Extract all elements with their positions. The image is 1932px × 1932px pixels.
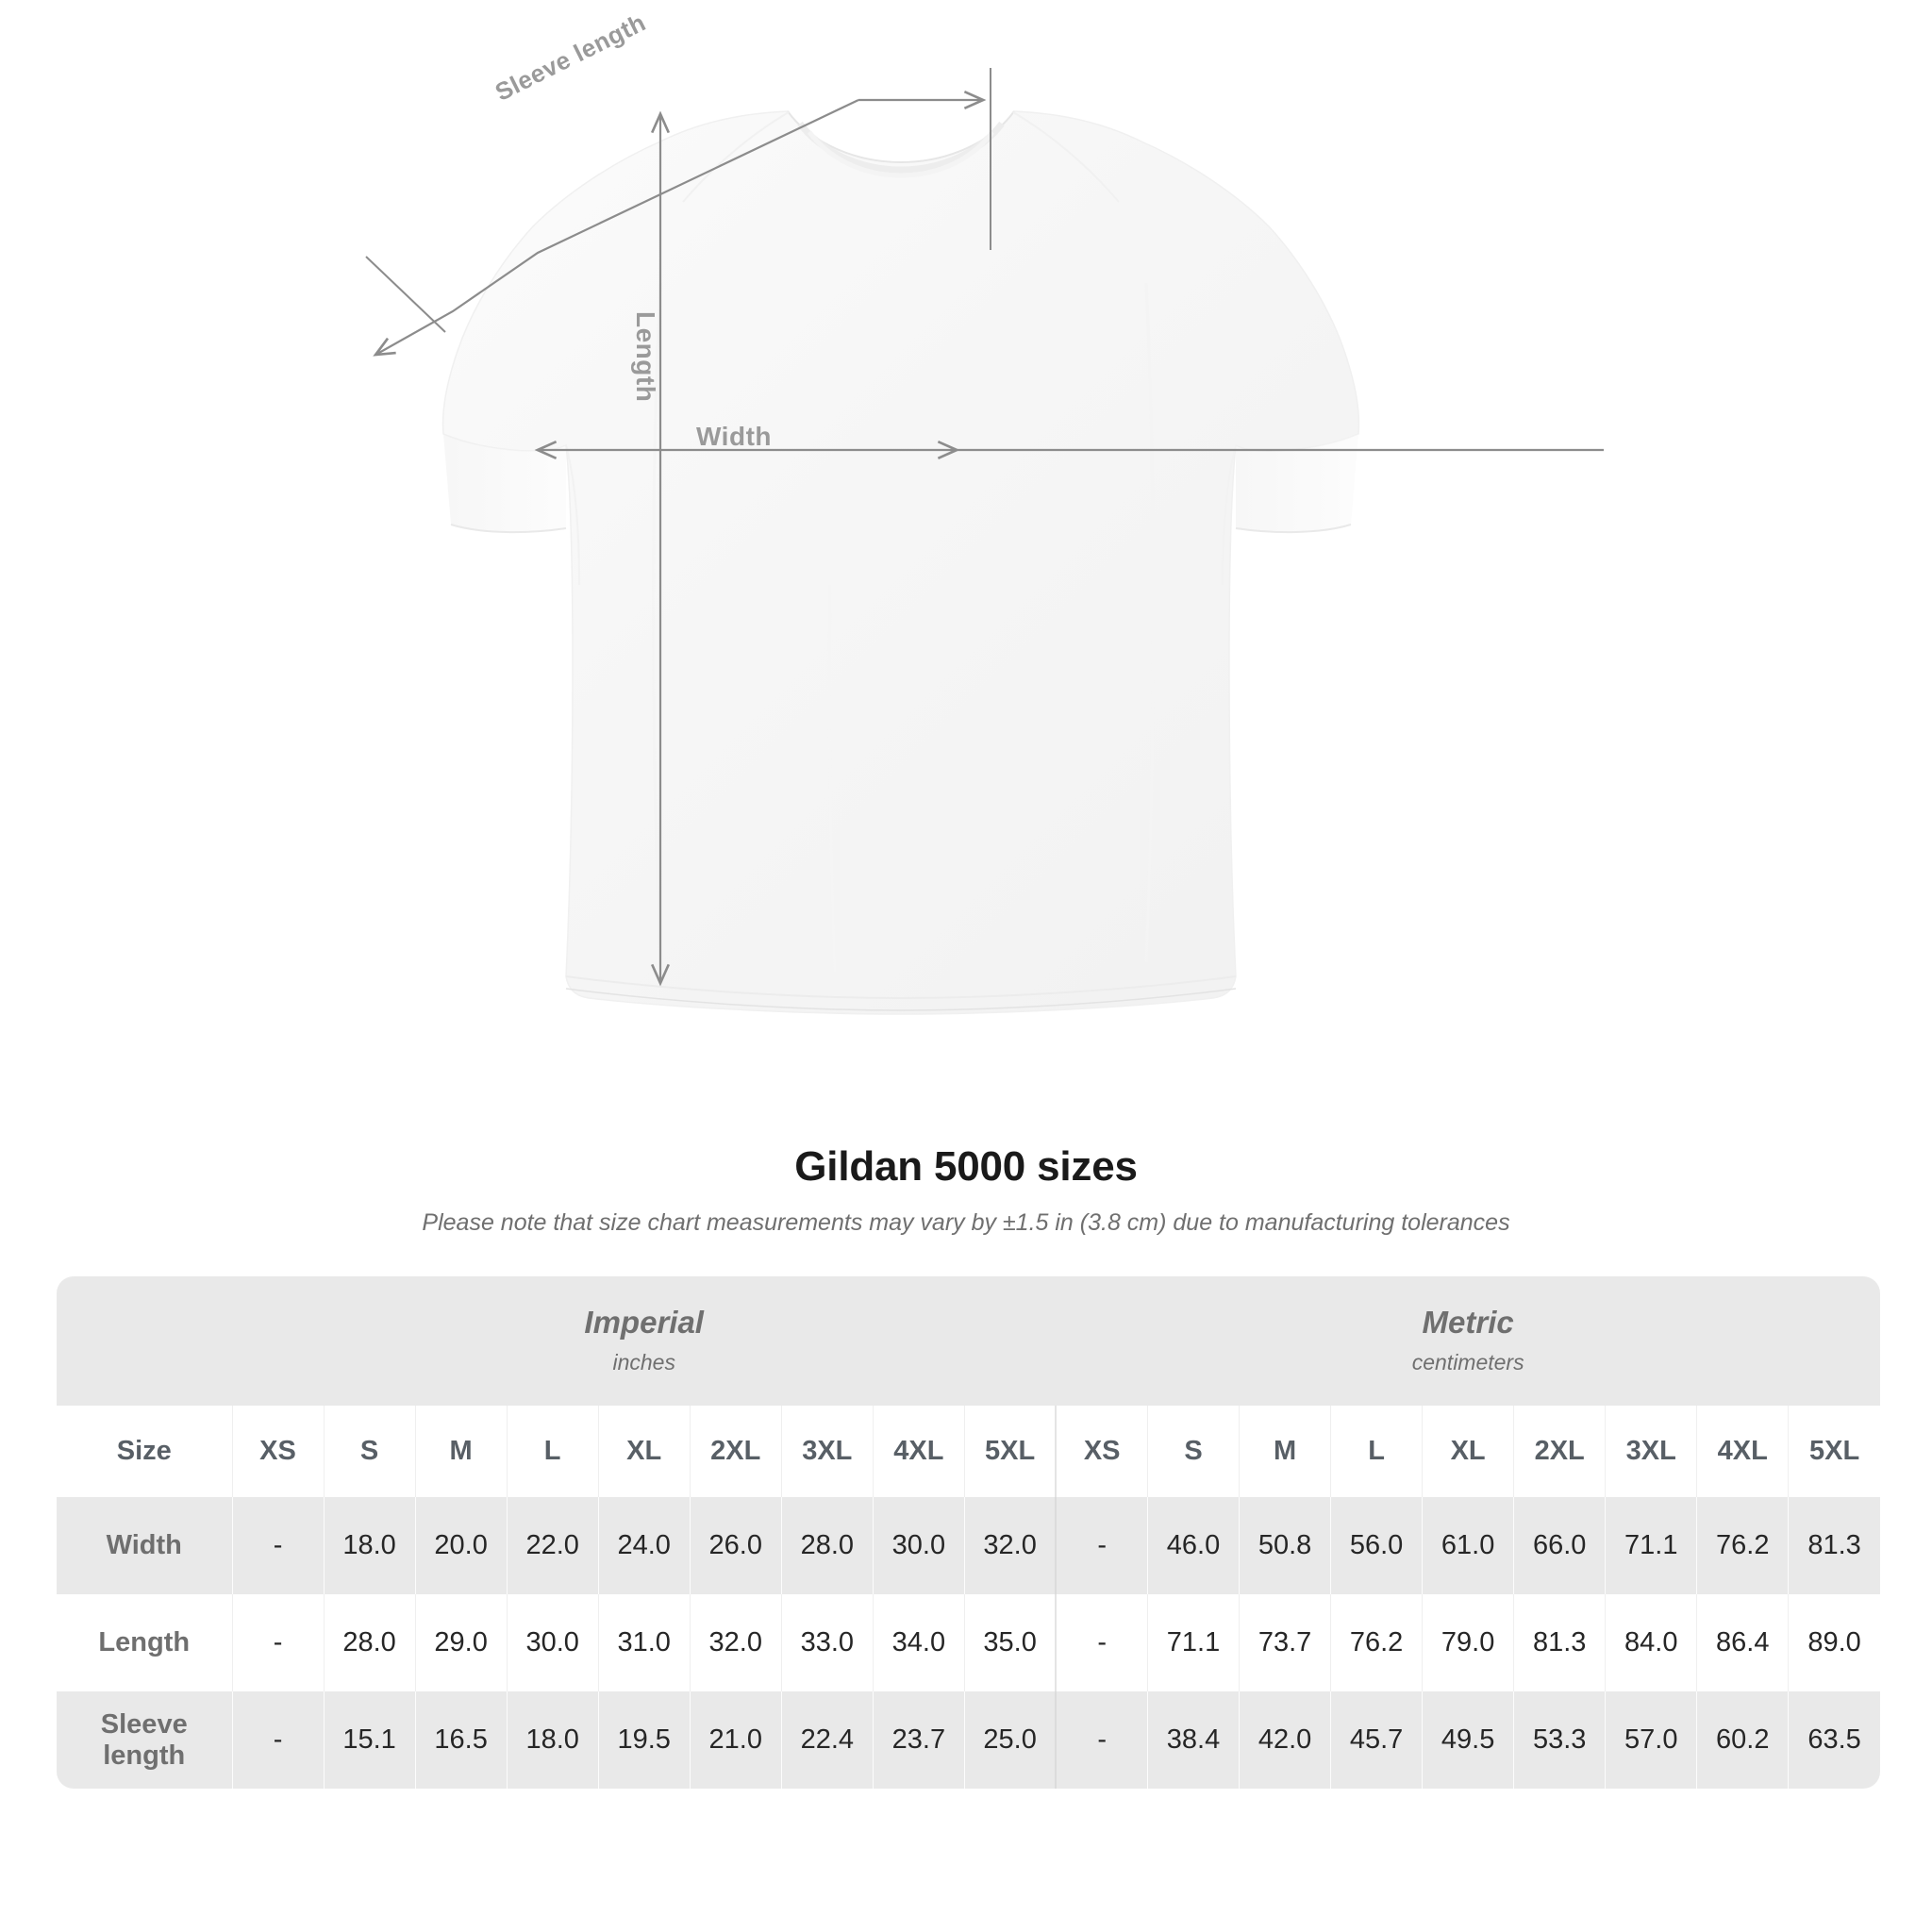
cell-length-s-metric: 71.1 xyxy=(1146,1594,1240,1691)
length-dimension-label: Length xyxy=(631,311,660,403)
column-header-size-5xl-imperial: 5XL xyxy=(963,1406,1057,1497)
dimension-lines xyxy=(365,68,1604,987)
column-header-size-m-imperial: M xyxy=(414,1406,508,1497)
cell-sleeve-length-xl-imperial: 19.5 xyxy=(597,1691,691,1789)
cell-length-2xl-imperial: 32.0 xyxy=(689,1594,782,1691)
cell-length-m-metric: 73.7 xyxy=(1239,1594,1331,1691)
cell-length-2xl-metric: 81.3 xyxy=(1513,1594,1606,1691)
row-label-length: Length xyxy=(57,1594,232,1691)
column-header-size-4xl-metric: 4XL xyxy=(1696,1406,1789,1497)
page-subtitle: Please note that size chart measurements… xyxy=(422,1209,1510,1236)
row-label-width: Width xyxy=(57,1497,232,1594)
cell-length-5xl-metric: 89.0 xyxy=(1788,1594,1880,1691)
size-chart-table: Imperial inches Metric centimeters Size XS S M L… xyxy=(57,1276,1880,1789)
cell-length-xl-metric: 79.0 xyxy=(1422,1594,1514,1691)
cell-sleeve-length-5xl-metric: 63.5 xyxy=(1788,1691,1880,1789)
cell-sleeve-length-xl-metric: 49.5 xyxy=(1422,1691,1514,1789)
column-header-size-2xl-metric: 2XL xyxy=(1513,1406,1606,1497)
cell-sleeve-length-4xl-imperial: 23.7 xyxy=(872,1691,965,1789)
column-header-size-s-imperial: S xyxy=(323,1406,416,1497)
page-title: Gildan 5000 sizes xyxy=(794,1143,1138,1190)
cell-width-2xl-imperial: 26.0 xyxy=(689,1497,782,1594)
column-header-size-xl-imperial: XL xyxy=(597,1406,691,1497)
cell-length-l-imperial: 30.0 xyxy=(506,1594,599,1691)
unit-system-metric: Metric centimeters xyxy=(1056,1276,1880,1406)
cell-width-4xl-metric: 76.2 xyxy=(1696,1497,1789,1594)
column-header-size-l-imperial: L xyxy=(506,1406,599,1497)
cell-sleeve-length-m-imperial: 16.5 xyxy=(414,1691,508,1789)
cell-width-m-imperial: 20.0 xyxy=(414,1497,508,1594)
cell-length-3xl-metric: 84.0 xyxy=(1605,1594,1697,1691)
cell-width-5xl-imperial: 32.0 xyxy=(963,1497,1057,1594)
width-dimension-label: Width xyxy=(696,422,772,451)
unit-system-imperial: Imperial inches xyxy=(232,1276,1057,1406)
cell-length-l-metric: 76.2 xyxy=(1330,1594,1423,1691)
column-header-size-3xl-imperial: 3XL xyxy=(780,1406,874,1497)
cell-sleeve-length-4xl-metric: 60.2 xyxy=(1696,1691,1789,1789)
cell-length-s-imperial: 28.0 xyxy=(323,1594,416,1691)
size-chart-table-wrapper: Imperial inches Metric centimeters Size XS S M L… xyxy=(57,1276,1880,1789)
cell-sleeve-length-5xl-imperial: 25.0 xyxy=(963,1691,1057,1789)
column-header-size-m-metric: M xyxy=(1239,1406,1331,1497)
unit-system-unit: inches xyxy=(612,1349,675,1374)
cell-width-l-imperial: 22.0 xyxy=(506,1497,599,1594)
cell-length-5xl-imperial: 35.0 xyxy=(963,1594,1057,1691)
cell-width-s-metric: 46.0 xyxy=(1146,1497,1240,1594)
tshirt-illustration: Sleeve length Length Width xyxy=(365,8,1604,1015)
unit-system-unit: centimeters xyxy=(1411,1349,1524,1374)
cell-length-xs-imperial: - xyxy=(231,1594,325,1691)
table-row: Width -18.0 20.0 22.0 24.0 26.0 28.0 30.0 32.0-4… xyxy=(57,1497,1880,1594)
row-label-sleeve-length: Sleeve length xyxy=(57,1691,232,1789)
column-header-size: Size xyxy=(57,1406,232,1497)
cell-sleeve-length-xs-metric: - xyxy=(1055,1691,1148,1789)
column-header-size-xl-metric: XL xyxy=(1422,1406,1514,1497)
cell-length-4xl-imperial: 34.0 xyxy=(872,1594,965,1691)
cell-sleeve-length-2xl-imperial: 21.0 xyxy=(689,1691,782,1789)
column-header-size-4xl-imperial: 4XL xyxy=(872,1406,965,1497)
cell-length-4xl-metric: 86.4 xyxy=(1696,1594,1789,1691)
cell-sleeve-length-m-metric: 42.0 xyxy=(1239,1691,1331,1789)
cell-width-5xl-metric: 81.3 xyxy=(1788,1497,1880,1594)
cell-sleeve-length-3xl-metric: 57.0 xyxy=(1605,1691,1697,1789)
cell-length-m-imperial: 29.0 xyxy=(414,1594,508,1691)
cell-length-xl-imperial: 31.0 xyxy=(597,1594,691,1691)
cell-width-s-imperial: 18.0 xyxy=(323,1497,416,1594)
cell-width-xl-imperial: 24.0 xyxy=(597,1497,691,1594)
column-header-size-s-metric: S xyxy=(1146,1406,1240,1497)
column-header-size-xs-imperial: XS xyxy=(231,1406,325,1497)
column-header-size-xs-metric: XS xyxy=(1055,1406,1148,1497)
cell-sleeve-length-3xl-imperial: 22.4 xyxy=(780,1691,874,1789)
cell-length-3xl-imperial: 33.0 xyxy=(780,1594,874,1691)
cell-width-l-metric: 56.0 xyxy=(1330,1497,1423,1594)
table-row: Sleeve length -15.1 16.5 18.0 19.5 21.0 22.4 23… xyxy=(57,1691,1880,1789)
cell-width-xs-imperial: - xyxy=(231,1497,325,1594)
cell-sleeve-length-s-metric: 38.4 xyxy=(1146,1691,1240,1789)
column-header-size-5xl-metric: 5XL xyxy=(1788,1406,1880,1497)
cell-width-xs-metric: - xyxy=(1055,1497,1148,1594)
cell-width-3xl-imperial: 28.0 xyxy=(780,1497,874,1594)
cell-length-xs-metric: - xyxy=(1055,1594,1148,1691)
unit-system-name: Metric xyxy=(1422,1305,1514,1341)
cell-width-3xl-metric: 71.1 xyxy=(1605,1497,1697,1594)
column-header-size-2xl-imperial: 2XL xyxy=(689,1406,782,1497)
table-row: Length -28.0 29.0 30.0 31.0 32.0 33.0 34.0 35.0-… xyxy=(57,1594,1880,1691)
column-header-size-l-metric: L xyxy=(1330,1406,1423,1497)
cell-width-4xl-imperial: 30.0 xyxy=(872,1497,965,1594)
table-header-row: Size XS S M L XL 2XL 3XL 4XL 5XL XS S M L XL 2XL 3XL 4XL 5… xyxy=(57,1406,1880,1497)
cell-width-xl-metric: 61.0 xyxy=(1422,1497,1514,1594)
cell-sleeve-length-l-metric: 45.7 xyxy=(1330,1691,1423,1789)
unit-system-name: Imperial xyxy=(584,1305,704,1341)
cell-sleeve-length-2xl-metric: 53.3 xyxy=(1513,1691,1606,1789)
cell-width-2xl-metric: 66.0 xyxy=(1513,1497,1606,1594)
unit-band-spacer-left xyxy=(57,1276,232,1406)
cell-sleeve-length-l-imperial: 18.0 xyxy=(506,1691,599,1789)
unit-system-band: Imperial inches Metric centimeters xyxy=(57,1276,1880,1406)
cell-sleeve-length-s-imperial: 15.1 xyxy=(323,1691,416,1789)
cell-sleeve-length-xs-imperial: - xyxy=(231,1691,325,1789)
tshirt-graphic xyxy=(441,110,1360,1015)
column-header-size-3xl-metric: 3XL xyxy=(1605,1406,1697,1497)
cell-width-m-metric: 50.8 xyxy=(1239,1497,1331,1594)
